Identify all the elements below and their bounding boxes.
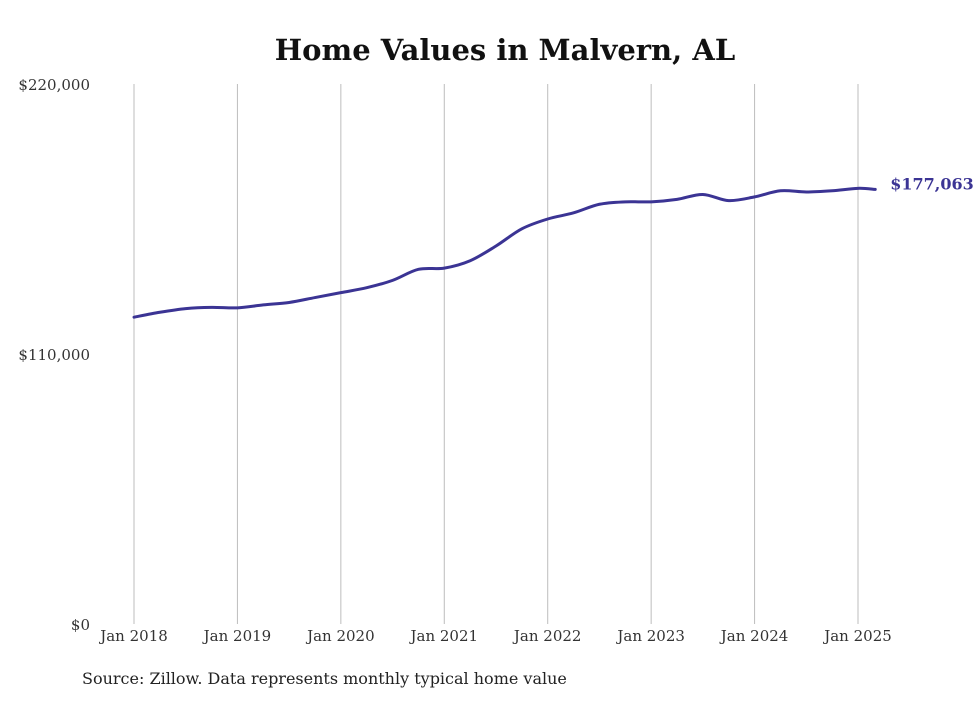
series-layer [132, 186, 877, 319]
source-note: Source: Zillow. Data represents monthly … [82, 669, 567, 688]
y-tick-label: $220,000 [18, 76, 90, 94]
y-tick-label: $110,000 [18, 346, 90, 364]
x-tick-label: Jan 2022 [512, 627, 582, 645]
chart-title: Home Values in Malvern, AL [275, 33, 735, 67]
x-tick-label: Jan 2018 [98, 627, 168, 645]
series-line [132, 186, 877, 319]
x-tick-label: Jan 2025 [822, 627, 892, 645]
x-tick-label: Jan 2019 [202, 627, 272, 645]
x-tick-label: Jan 2023 [615, 627, 685, 645]
x-axis-ticks: Jan 2018 Jan 2019 Jan 2020 Jan 2021 Jan 2022… [98, 627, 892, 645]
grid-lines [133, 84, 859, 624]
x-tick-label: Jan 2021 [409, 627, 479, 645]
x-tick-label: Jan 2024 [719, 627, 789, 645]
y-tick-label: $0 [71, 616, 90, 634]
x-tick-label: Jan 2020 [305, 627, 375, 645]
y-axis-ticks: $0 $110,000 $220,000 [18, 76, 90, 634]
end-value-label: $177,063 [890, 174, 974, 193]
label-layer: $177,063 [890, 174, 974, 193]
